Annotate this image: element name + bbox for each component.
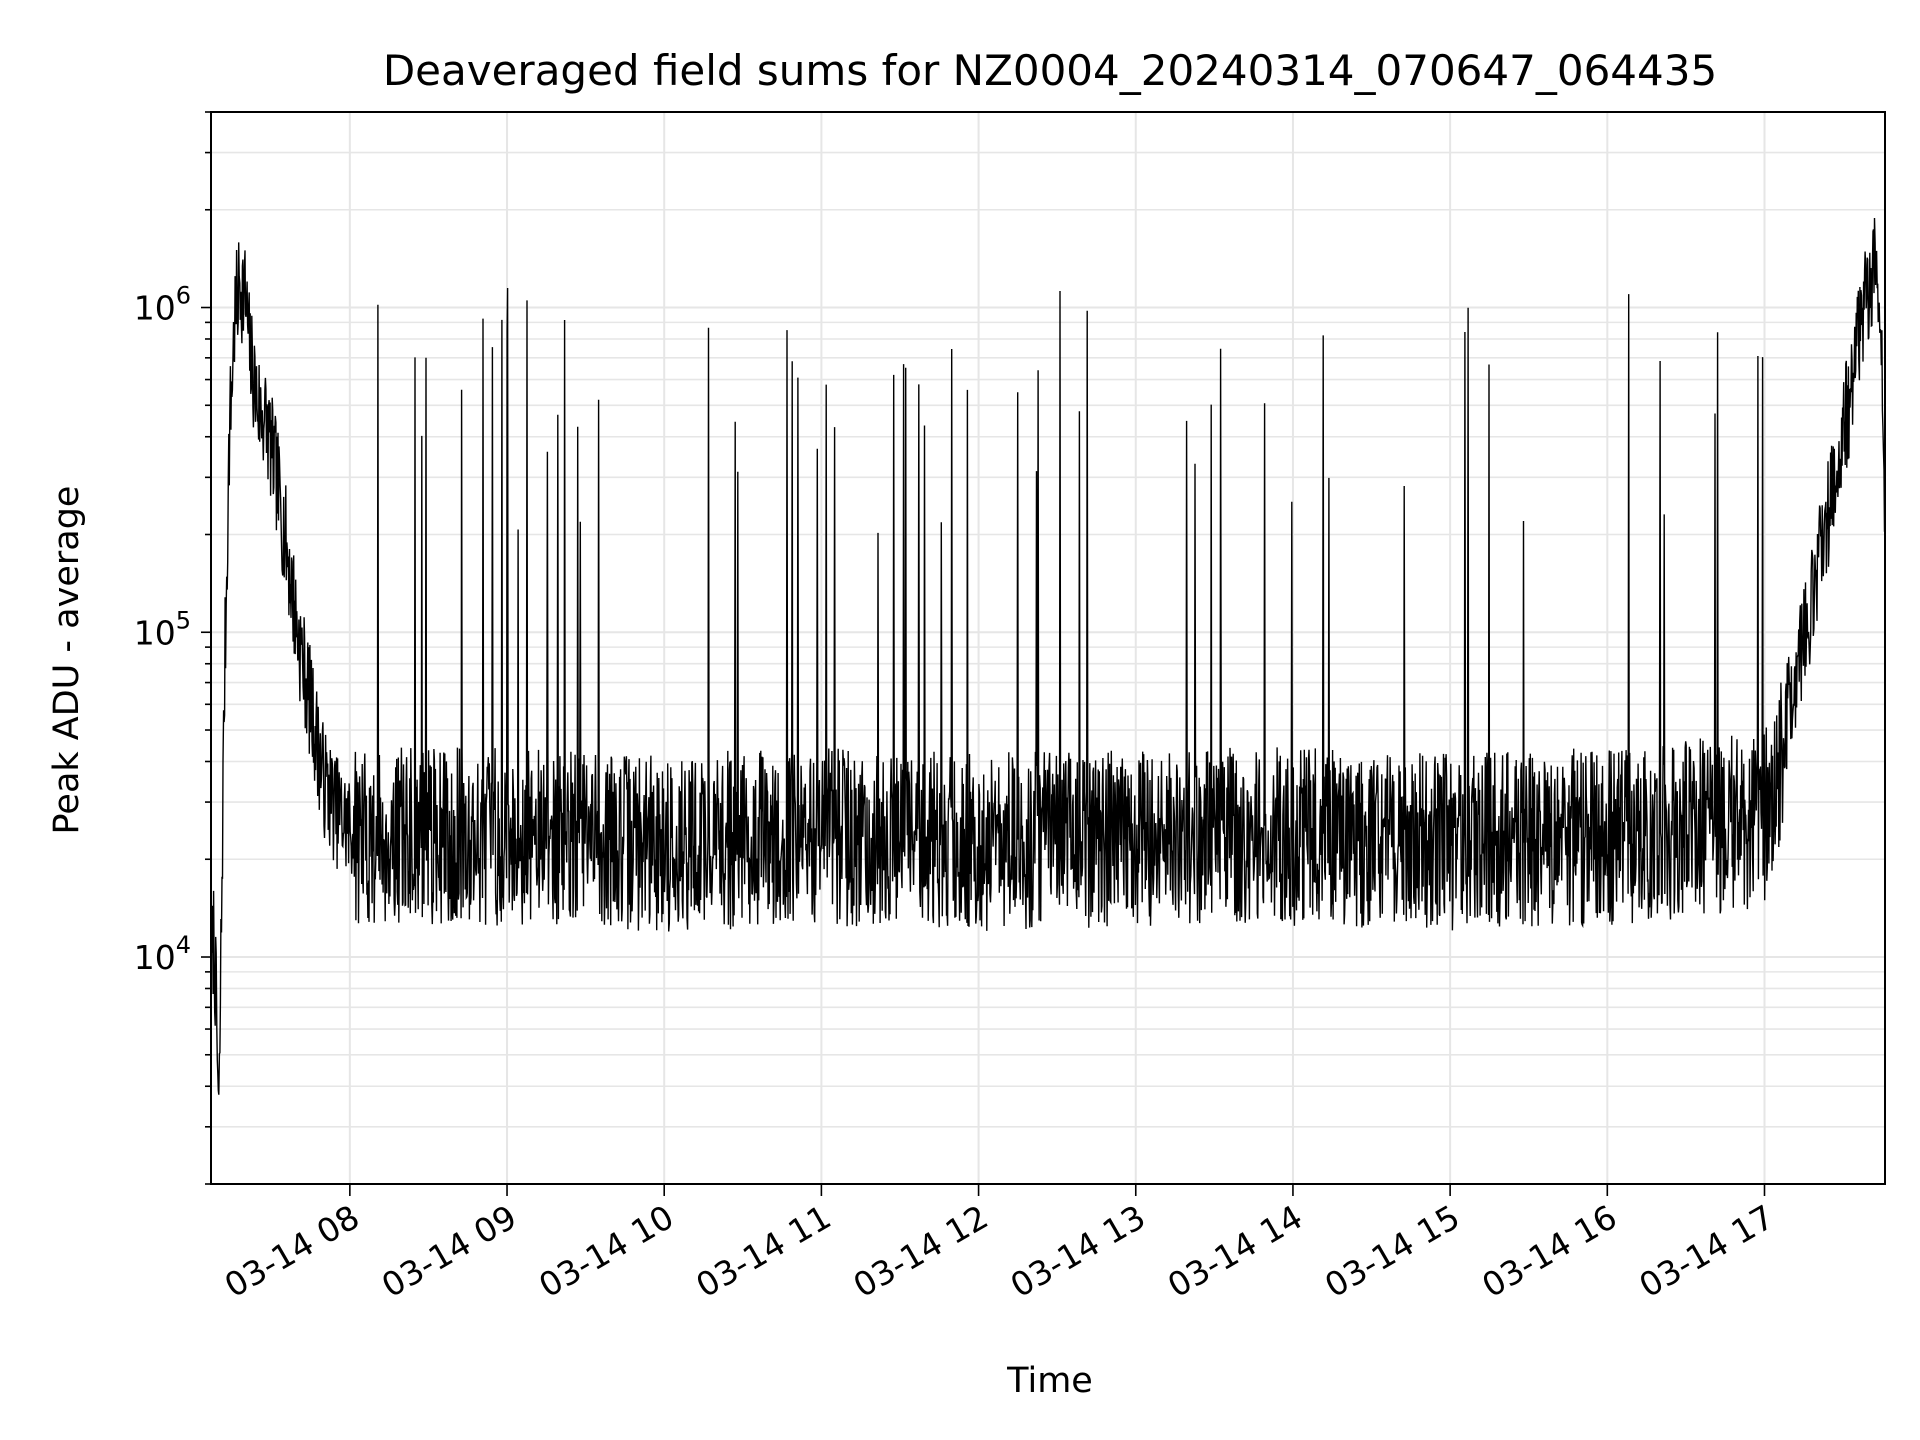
x-axis-label: Time <box>1006 1361 1093 1401</box>
x-tick-label: 03-14 12 <box>847 1197 995 1305</box>
y-tick-base: 10 <box>134 613 176 652</box>
data-series <box>210 217 1886 1095</box>
y-tick-exponent: 6 <box>176 282 191 310</box>
grid-lines <box>211 111 1885 1185</box>
x-tick-label: 03-14 16 <box>1475 1197 1623 1305</box>
chart-title: Deaveraged field sums for NZ0004_2024031… <box>383 46 1717 95</box>
y-tick-base: 10 <box>134 289 176 328</box>
x-axis-ticks: 03-14 08 03-14 09 03-14 10 03-14 11 03-14 12… <box>218 1184 1780 1305</box>
y-tick-exponent: 4 <box>176 931 191 959</box>
y-tick-label: 105 <box>134 606 191 652</box>
x-tick-label: 03-14 09 <box>375 1197 523 1305</box>
y-axis-label: Peak ADU - average <box>47 486 87 835</box>
x-tick-label: 03-14 08 <box>218 1197 366 1305</box>
x-tick-label: 03-14 13 <box>1004 1197 1152 1305</box>
x-tick-label: 03-14 14 <box>1161 1197 1309 1305</box>
y-tick-base: 10 <box>134 938 176 977</box>
y-tick-exponent: 5 <box>176 606 191 634</box>
x-tick-label: 03-14 17 <box>1632 1197 1780 1305</box>
y-tick-label: 104 <box>134 931 191 977</box>
plot-frame <box>210 111 1886 1185</box>
x-tick-label: 03-14 10 <box>532 1197 680 1305</box>
x-tick-label: 03-14 11 <box>689 1197 837 1305</box>
series-line <box>210 217 1886 1095</box>
x-tick-label: 03-14 15 <box>1318 1197 1466 1305</box>
y-tick-label: 106 <box>134 282 191 328</box>
